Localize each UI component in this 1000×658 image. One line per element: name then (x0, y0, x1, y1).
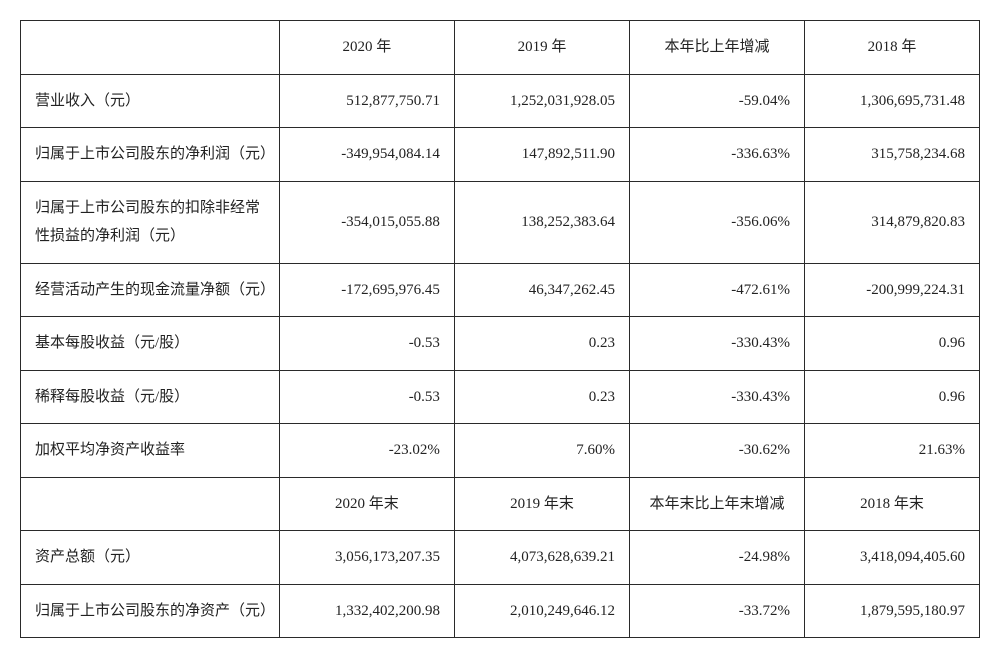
val-2019: 0.23 (454, 370, 629, 424)
val-2018: 315,758,234.68 (804, 128, 979, 182)
row-label: 归属于上市公司股东的扣除非经常性损益的净利润（元） (21, 181, 280, 263)
data-row-b-1: 归属于上市公司股东的净资产（元）1,332,402,200.982,010,24… (21, 584, 980, 638)
val-change: -330.43% (629, 317, 804, 371)
val-2020: -354,015,055.88 (279, 181, 454, 263)
header-row-1-col-4: 2018 年 (804, 21, 979, 75)
val-2019: 2,010,249,646.12 (454, 584, 629, 638)
data-row-b-0: 资产总额（元）3,056,173,207.354,073,628,639.21-… (21, 531, 980, 585)
val-2020: -23.02% (279, 424, 454, 478)
data-row-4: 基本每股收益（元/股）-0.530.23-330.43%0.96 (21, 317, 980, 371)
data-row-1: 归属于上市公司股东的净利润（元）-349,954,084.14147,892,5… (21, 128, 980, 182)
val-2019: 1,252,031,928.05 (454, 74, 629, 128)
row-label: 经营活动产生的现金流量净额（元） (21, 263, 280, 317)
header-row-2-col-1: 2020 年末 (279, 477, 454, 531)
header-row-1: 2020 年2019 年本年比上年增减2018 年 (21, 21, 980, 75)
financial-table: 2020 年2019 年本年比上年增减2018 年营业收入（元）512,877,… (20, 20, 980, 638)
val-2018: 1,879,595,180.97 (804, 584, 979, 638)
header-row-2-col-2: 2019 年末 (454, 477, 629, 531)
val-change: -472.61% (629, 263, 804, 317)
data-row-3: 经营活动产生的现金流量净额（元）-172,695,976.4546,347,26… (21, 263, 980, 317)
val-2020: 512,877,750.71 (279, 74, 454, 128)
row-label: 稀释每股收益（元/股） (21, 370, 280, 424)
row-label: 营业收入（元） (21, 74, 280, 128)
val-2019: 147,892,511.90 (454, 128, 629, 182)
val-2018: 314,879,820.83 (804, 181, 979, 263)
row-label: 资产总额（元） (21, 531, 280, 585)
financial-table-container: 2020 年2019 年本年比上年增减2018 年营业收入（元）512,877,… (20, 20, 980, 638)
val-change: -33.72% (629, 584, 804, 638)
val-change: -356.06% (629, 181, 804, 263)
row-label: 归属于上市公司股东的净资产（元） (21, 584, 280, 638)
val-2018: -200,999,224.31 (804, 263, 979, 317)
val-2018: 0.96 (804, 370, 979, 424)
row-label: 加权平均净资产收益率 (21, 424, 280, 478)
val-change: -336.63% (629, 128, 804, 182)
val-2019: 7.60% (454, 424, 629, 478)
val-2020: 1,332,402,200.98 (279, 584, 454, 638)
val-2018: 3,418,094,405.60 (804, 531, 979, 585)
val-2019: 46,347,262.45 (454, 263, 629, 317)
val-2019: 4,073,628,639.21 (454, 531, 629, 585)
header-row-2-col-4: 2018 年末 (804, 477, 979, 531)
val-2020: -349,954,084.14 (279, 128, 454, 182)
header-row-1-col-1: 2020 年 (279, 21, 454, 75)
val-2019: 138,252,383.64 (454, 181, 629, 263)
val-2020: 3,056,173,207.35 (279, 531, 454, 585)
val-2018: 0.96 (804, 317, 979, 371)
val-2020: -0.53 (279, 317, 454, 371)
data-row-0: 营业收入（元）512,877,750.711,252,031,928.05-59… (21, 74, 980, 128)
val-2020: -172,695,976.45 (279, 263, 454, 317)
header-row-1-col-2: 2019 年 (454, 21, 629, 75)
data-row-6: 加权平均净资产收益率-23.02%7.60%-30.62%21.63% (21, 424, 980, 478)
header-row-2: 2020 年末2019 年末本年末比上年末增减2018 年末 (21, 477, 980, 531)
row-label: 基本每股收益（元/股） (21, 317, 280, 371)
val-2020: -0.53 (279, 370, 454, 424)
header-row-2-col-0 (21, 477, 280, 531)
val-change: -59.04% (629, 74, 804, 128)
data-row-2: 归属于上市公司股东的扣除非经常性损益的净利润（元）-354,015,055.88… (21, 181, 980, 263)
val-change: -24.98% (629, 531, 804, 585)
val-2019: 0.23 (454, 317, 629, 371)
data-row-5: 稀释每股收益（元/股）-0.530.23-330.43%0.96 (21, 370, 980, 424)
val-2018: 21.63% (804, 424, 979, 478)
row-label: 归属于上市公司股东的净利润（元） (21, 128, 280, 182)
header-row-1-col-0 (21, 21, 280, 75)
val-change: -30.62% (629, 424, 804, 478)
val-2018: 1,306,695,731.48 (804, 74, 979, 128)
header-row-1-col-3: 本年比上年增减 (629, 21, 804, 75)
val-change: -330.43% (629, 370, 804, 424)
header-row-2-col-3: 本年末比上年末增减 (629, 477, 804, 531)
